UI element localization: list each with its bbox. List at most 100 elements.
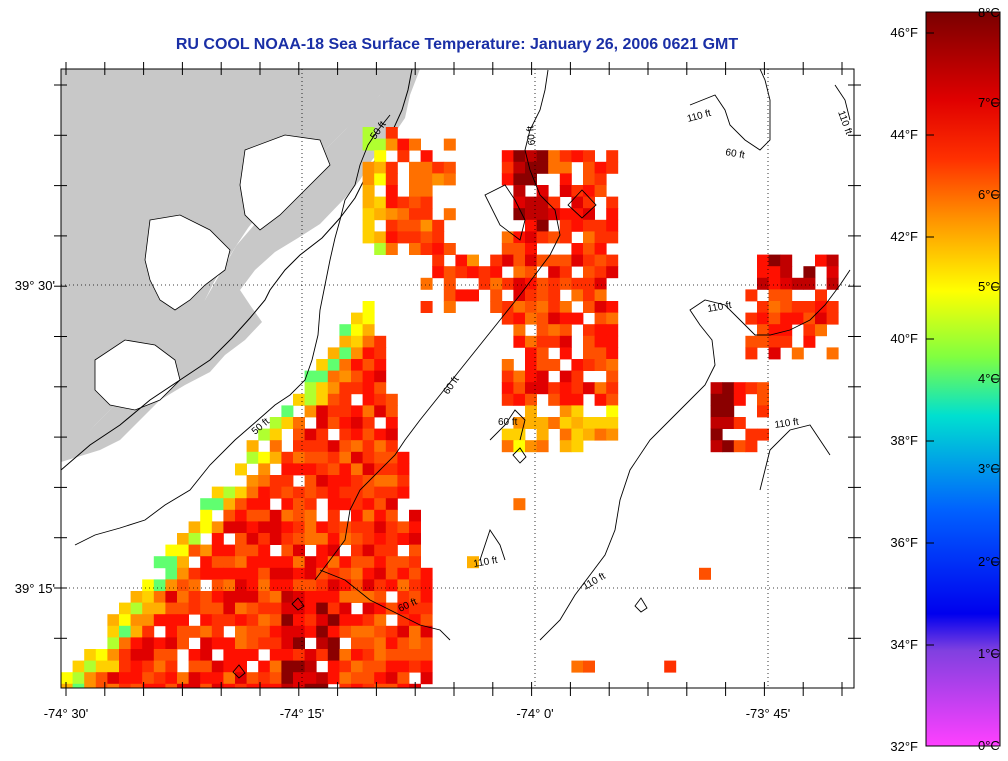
sst-pixel [594, 266, 607, 279]
sst-pixel [293, 579, 305, 592]
sst-pixel [409, 567, 421, 580]
sst-pixel [269, 451, 282, 464]
sst-pixel [594, 324, 607, 337]
isobaths [74, 69, 851, 679]
sst-pixel [246, 451, 259, 464]
sst-pixel [420, 196, 433, 209]
sst-pixel [235, 567, 247, 580]
sst-pixel [548, 359, 561, 371]
sst-pixel [362, 231, 375, 244]
sst-pixel [200, 602, 213, 615]
sst-pixel [606, 208, 619, 221]
sst-pixel [374, 347, 387, 360]
sst-pixel [420, 231, 433, 244]
sst-pixel [548, 161, 561, 174]
sst-pixel [606, 150, 619, 163]
sst-pixel [815, 301, 827, 313]
sst-pixel [327, 556, 340, 569]
sst-pixel [142, 614, 155, 627]
sst-pixel [165, 637, 178, 650]
sst-pixel [501, 161, 514, 174]
sst-pixel [142, 672, 155, 685]
sst-pixel [548, 417, 561, 429]
sst-pixel [571, 219, 584, 232]
sst-pixel [409, 533, 421, 545]
sst-pixel [525, 219, 537, 232]
sst-pixel [420, 208, 433, 221]
sst-pixel [107, 649, 120, 661]
sst-pixel [316, 370, 329, 383]
sst-pixel [339, 579, 352, 592]
sst-pixel [362, 556, 375, 569]
sst-pixel [664, 660, 677, 673]
colorbar-c-labels: 8°C 7°C 6°C 5°C 4°C 3°C 2°C 1°C 0°C [978, 5, 1000, 753]
sst-pixel [583, 161, 595, 174]
sst-pixel [153, 614, 166, 627]
sst-pixel [513, 417, 526, 429]
sst-pixel [583, 173, 595, 186]
sst-pixel [258, 498, 271, 511]
sst-pixel [351, 683, 363, 688]
sst-pixel [165, 567, 178, 580]
map-title: RU COOL NOAA-18 Sea Surface Temperature:… [175, 36, 739, 53]
sst-pixel [351, 672, 363, 685]
sst-pixel [409, 579, 421, 592]
sst-pixel [235, 591, 247, 603]
sst-pixel [525, 347, 537, 360]
sst-pixel [374, 440, 387, 453]
sst-pixel [583, 382, 595, 395]
sst-pixel [525, 173, 537, 186]
sst-pixel [559, 173, 572, 186]
sst-pixel [745, 440, 758, 453]
sst-pixel [385, 533, 398, 545]
sst-pixel [432, 219, 445, 232]
sst-pixel [327, 672, 340, 685]
sst-pixel [409, 660, 421, 673]
sst-pixel [130, 660, 143, 673]
sst-pixel [246, 533, 259, 545]
sst-pixel [780, 335, 793, 348]
sst-pixel [420, 579, 433, 592]
sst-pixel [316, 359, 329, 371]
sst-pixel [583, 347, 595, 360]
sst-pixel [409, 521, 421, 534]
sst-pixel [536, 440, 549, 453]
sst-pixel [501, 301, 514, 313]
sst-pixel [339, 683, 352, 688]
sst-pixel [304, 428, 317, 441]
sst-pixel [583, 266, 595, 279]
sst-pixel [559, 301, 572, 313]
sst-pixel [165, 683, 178, 688]
sst-pixel [362, 486, 375, 499]
sst-pixel [826, 254, 839, 267]
sst-pixel [548, 301, 561, 313]
colorbar-f-label: 40°F [890, 331, 918, 346]
sst-pixel [200, 498, 213, 511]
sst-pixel [362, 637, 375, 650]
sst-pixel [559, 312, 572, 325]
sst-pixel [606, 231, 619, 244]
sst-pixel [246, 475, 259, 487]
sst-pixel [826, 266, 839, 279]
sst-pixel [281, 579, 294, 592]
sst-pixel [304, 556, 317, 569]
sst-pixel [269, 567, 282, 580]
sst-pixel [594, 185, 607, 197]
sst-pixel [501, 359, 514, 371]
sst-pixel [223, 579, 236, 592]
colorbar-c-label: 2°C [978, 554, 1000, 569]
sst-pixel [235, 672, 247, 685]
sst-pixel [571, 359, 584, 371]
sst-pixel [757, 428, 769, 441]
sst-pixel [733, 417, 746, 429]
sst-pixel [559, 393, 572, 406]
sst-pixel [200, 591, 213, 603]
sst-pixel [188, 567, 201, 580]
sst-pixel [211, 556, 224, 569]
sst-pixel [559, 254, 572, 267]
sst-pixel [153, 649, 166, 661]
sst-pixel [467, 266, 479, 279]
sst-pixel [281, 625, 294, 638]
sst-pixel [385, 649, 398, 661]
sst-pixel [327, 498, 340, 511]
